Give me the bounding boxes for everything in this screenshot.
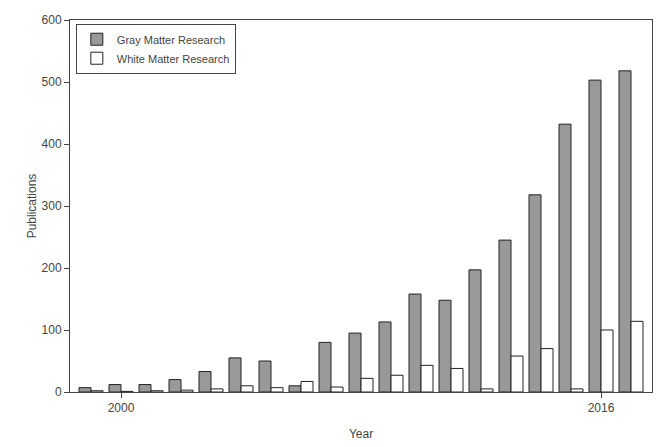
svg-text:2000: 2000 — [108, 401, 135, 415]
svg-text:200: 200 — [42, 261, 62, 275]
svg-text:600: 600 — [42, 13, 62, 27]
svg-text:300: 300 — [42, 199, 62, 213]
svg-text:2016: 2016 — [588, 401, 615, 415]
svg-text:White Matter Research: White Matter Research — [117, 53, 229, 65]
svg-text:500: 500 — [42, 75, 62, 89]
svg-text:Year: Year — [349, 427, 373, 441]
svg-text:Gray Matter Research: Gray Matter Research — [117, 34, 225, 46]
svg-text:400: 400 — [42, 137, 62, 151]
svg-text:100: 100 — [42, 323, 62, 337]
svg-text:0: 0 — [55, 385, 62, 399]
svg-text:Publications: Publications — [25, 174, 39, 239]
